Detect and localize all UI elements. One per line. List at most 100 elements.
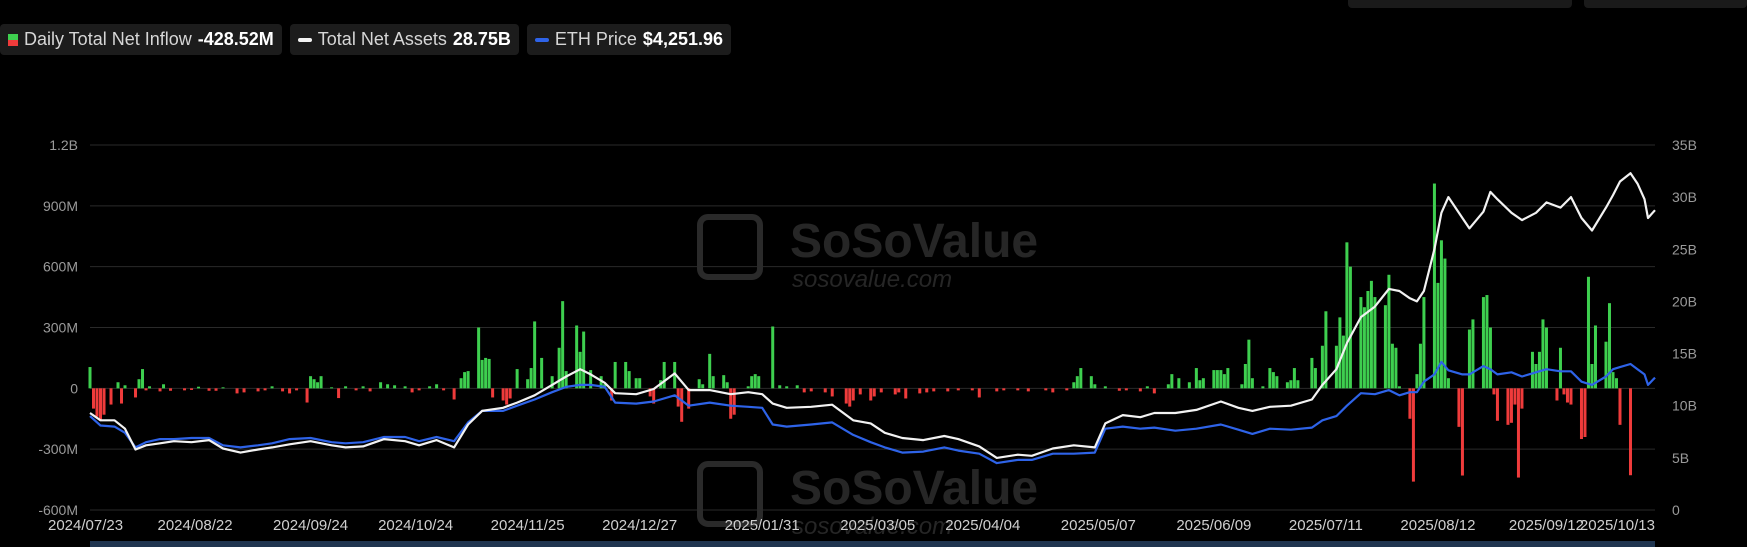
- inflow-bar[interactable]: [393, 385, 397, 389]
- inflow-bar[interactable]: [687, 388, 691, 409]
- inflow-bar[interactable]: [1509, 388, 1513, 423]
- inflow-bar[interactable]: [1558, 347, 1562, 389]
- inflow-bar[interactable]: [183, 388, 187, 391]
- inflow-bar[interactable]: [1569, 388, 1573, 405]
- inflow-bar[interactable]: [1390, 343, 1394, 389]
- inflow-bar[interactable]: [410, 388, 414, 393]
- inflow-bar[interactable]: [1170, 374, 1174, 389]
- inflow-bar[interactable]: [627, 371, 631, 389]
- inflow-bar[interactable]: [1201, 378, 1205, 389]
- inflow-bar[interactable]: [484, 357, 488, 389]
- inflow-bar[interactable]: [1324, 311, 1328, 389]
- inflow-bar[interactable]: [235, 388, 239, 394]
- inflow-bar[interactable]: [1089, 376, 1093, 389]
- inflow-bar[interactable]: [1261, 386, 1265, 389]
- inflow-bar[interactable]: [729, 388, 733, 419]
- inflow-bar[interactable]: [417, 388, 421, 391]
- inflow-bar[interactable]: [123, 385, 127, 389]
- toolbar-button-1[interactable]: [1348, 0, 1572, 8]
- inflow-bar[interactable]: [711, 376, 715, 389]
- inflow-bar[interactable]: [1495, 388, 1499, 421]
- inflow-bar[interactable]: [288, 388, 292, 394]
- inflow-bar[interactable]: [1138, 388, 1142, 392]
- inflow-bar[interactable]: [1275, 376, 1279, 389]
- inflow-bar[interactable]: [624, 361, 628, 389]
- inflow-bar[interactable]: [1383, 305, 1387, 389]
- inflow-bar[interactable]: [1222, 374, 1226, 389]
- inflow-bar[interactable]: [1338, 317, 1342, 389]
- inflow-bar[interactable]: [970, 388, 974, 391]
- inflow-bar[interactable]: [757, 376, 761, 389]
- inflow-bar[interactable]: [1268, 368, 1272, 389]
- inflow-bar[interactable]: [561, 301, 565, 389]
- inflow-bar[interactable]: [1530, 351, 1534, 389]
- legend-inflow[interactable]: Daily Total Net Inflow -428.52M: [0, 24, 282, 55]
- inflow-bar[interactable]: [1541, 319, 1545, 389]
- inflow-bar[interactable]: [442, 388, 446, 391]
- inflow-bar[interactable]: [946, 388, 950, 392]
- inflow-bar[interactable]: [361, 386, 365, 389]
- inflow-bar[interactable]: [148, 386, 152, 389]
- inflow-bar[interactable]: [638, 378, 642, 389]
- inflow-bar[interactable]: [550, 376, 554, 389]
- inflow-bar[interactable]: [1579, 388, 1583, 440]
- inflow-bar[interactable]: [1418, 343, 1422, 389]
- inflow-bar[interactable]: [785, 386, 789, 389]
- inflow-bar[interactable]: [995, 388, 999, 392]
- inflow-bar[interactable]: [533, 321, 537, 389]
- inflow-bar[interactable]: [1362, 307, 1366, 389]
- inflow-bar[interactable]: [1145, 386, 1149, 389]
- inflow-bar[interactable]: [1072, 382, 1076, 389]
- inflow-bar[interactable]: [109, 388, 113, 405]
- inflow-bar[interactable]: [309, 376, 313, 389]
- inflow-bar[interactable]: [1198, 380, 1202, 389]
- inflow-bar[interactable]: [207, 388, 211, 391]
- inflow-bar[interactable]: [477, 327, 481, 389]
- inflow-bar[interactable]: [270, 386, 274, 389]
- inflow-bar[interactable]: [1628, 388, 1632, 476]
- inflow-bar[interactable]: [1520, 388, 1524, 409]
- inflow-bar[interactable]: [1296, 380, 1300, 389]
- inflow-bar[interactable]: [214, 388, 218, 391]
- inflow-bar[interactable]: [1250, 378, 1254, 389]
- inflow-bar[interactable]: [1446, 378, 1450, 389]
- inflow-bar[interactable]: [844, 388, 848, 404]
- inflow-bar[interactable]: [778, 385, 782, 389]
- inflow-bar[interactable]: [897, 388, 901, 393]
- inflow-bar[interactable]: [344, 386, 348, 389]
- inflow-bar[interactable]: [771, 326, 775, 389]
- inflow-bar[interactable]: [116, 382, 120, 389]
- inflow-bar[interactable]: [918, 388, 922, 394]
- inflow-bar[interactable]: [190, 388, 194, 390]
- inflow-bar[interactable]: [1513, 388, 1517, 405]
- inflow-bar[interactable]: [673, 361, 677, 389]
- inflow-bar[interactable]: [848, 388, 852, 407]
- inflow-bar[interactable]: [137, 379, 141, 389]
- inflow-bar[interactable]: [463, 372, 467, 389]
- inflow-bar[interactable]: [1562, 388, 1566, 395]
- inflow-bar[interactable]: [1219, 370, 1223, 389]
- inflow-bar[interactable]: [1117, 388, 1121, 391]
- inflow-bar[interactable]: [197, 386, 201, 389]
- inflow-bar[interactable]: [977, 388, 981, 398]
- inflow-bar[interactable]: [102, 388, 106, 415]
- inflow-bar[interactable]: [1292, 368, 1296, 389]
- inflow-bar[interactable]: [1194, 368, 1198, 389]
- inflow-bar[interactable]: [1079, 368, 1083, 389]
- inflow-bar[interactable]: [599, 376, 603, 389]
- inflow-bar[interactable]: [575, 325, 579, 389]
- inflow-bar[interactable]: [879, 388, 883, 393]
- inflow-bar[interactable]: [1583, 388, 1587, 437]
- inflow-bar[interactable]: [1243, 364, 1247, 389]
- inflow-bar[interactable]: [99, 388, 103, 421]
- inflow-bar[interactable]: [1310, 357, 1314, 389]
- inflow-bar[interactable]: [851, 388, 855, 401]
- inflow-bar[interactable]: [589, 370, 593, 389]
- inflow-bar[interactable]: [1124, 388, 1128, 391]
- inflow-bar[interactable]: [1320, 345, 1324, 389]
- inflow-bar[interactable]: [1212, 370, 1216, 389]
- inflow-bar[interactable]: [452, 388, 456, 400]
- inflow-bar[interactable]: [330, 387, 334, 389]
- inflow-bar[interactable]: [564, 371, 568, 389]
